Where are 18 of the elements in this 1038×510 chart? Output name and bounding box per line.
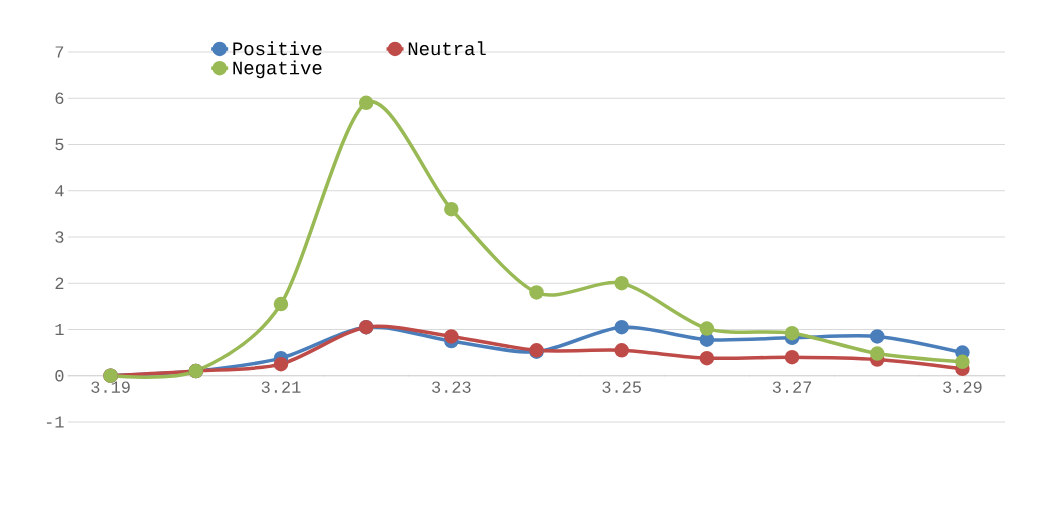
y-tick-label: 5	[55, 138, 64, 151]
x-tick-label: 3.25	[602, 381, 641, 393]
y-tick-label: 0	[55, 369, 64, 382]
x-tick-label: 3.19	[91, 381, 130, 393]
x-tick-label: 3.21	[261, 381, 301, 393]
x-tick-label: 3.29	[943, 381, 982, 393]
legend-label: Positive	[233, 41, 322, 56]
legend-label: Neutral	[408, 41, 486, 56]
y-tick-label: 1	[55, 323, 64, 336]
x-tick-label: 3.27	[772, 381, 812, 393]
legend-label: Negative	[233, 60, 322, 79]
y-tick-label: -1	[46, 416, 64, 428]
x-tick-label: 3.23	[432, 381, 471, 393]
y-tick-label: 3	[55, 231, 64, 243]
y-tick-label: 4	[55, 185, 64, 197]
y-tick-label: 6	[55, 92, 64, 104]
y-tick-label: 7	[55, 46, 64, 58]
y-tick-label: 2	[55, 277, 64, 289]
